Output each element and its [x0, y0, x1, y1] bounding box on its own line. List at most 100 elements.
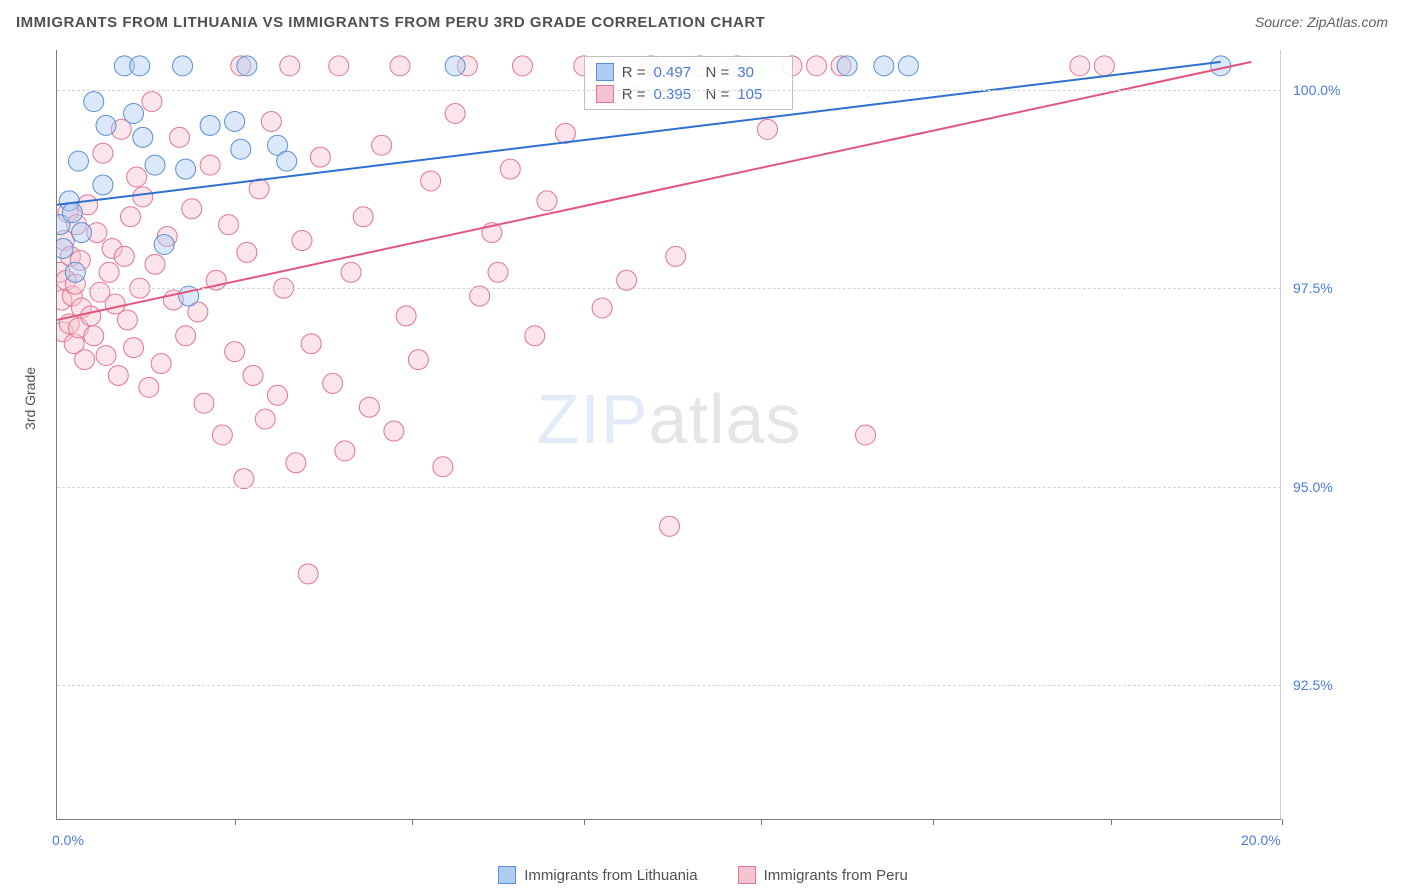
data-point [856, 425, 876, 445]
x-tick [1282, 819, 1283, 825]
x-tick [1111, 819, 1112, 825]
data-point [219, 215, 239, 235]
data-point [212, 425, 232, 445]
data-point [837, 56, 857, 76]
data-point [96, 346, 116, 366]
data-point [445, 56, 465, 76]
data-point [145, 254, 165, 274]
stats-row-lithuania: R = 0.497 N = 30 [593, 61, 785, 83]
stat-r-value-b: 0.395 [654, 86, 698, 103]
swatch-peru [596, 85, 614, 103]
data-point [301, 334, 321, 354]
y-tick-label: 92.5% [1293, 677, 1333, 693]
x-tick [933, 819, 934, 825]
data-point [84, 326, 104, 346]
data-point [280, 56, 300, 76]
x-axis-max-label: 20.0% [1241, 832, 1281, 848]
data-point [133, 187, 153, 207]
data-point [114, 246, 134, 266]
data-point [660, 516, 680, 536]
x-tick [584, 819, 585, 825]
stat-n-value-a: 30 [737, 64, 781, 81]
data-point [200, 115, 220, 135]
data-point [433, 457, 453, 477]
data-point [194, 393, 214, 413]
data-point [139, 377, 159, 397]
chart-title: IMMIGRANTS FROM LITHUANIA VS IMMIGRANTS … [16, 14, 765, 31]
data-point [62, 203, 82, 223]
data-point [525, 326, 545, 346]
stat-r-label-a: R = [622, 64, 646, 81]
stat-r-value-a: 0.497 [654, 64, 698, 81]
data-point [176, 159, 196, 179]
x-tick [412, 819, 413, 825]
data-point [225, 111, 245, 131]
data-point [75, 350, 95, 370]
y-tick-label: 100.0% [1293, 82, 1340, 98]
data-point [898, 56, 918, 76]
data-point [1211, 56, 1231, 76]
legend: Immigrants from Lithuania Immigrants fro… [0, 866, 1406, 884]
stat-n-label-a: N = [706, 64, 730, 81]
data-point [329, 56, 349, 76]
data-point [513, 56, 533, 76]
data-point [65, 262, 85, 282]
data-point [666, 246, 686, 266]
stat-n-value-b: 105 [737, 86, 781, 103]
x-tick [235, 819, 236, 825]
data-point [261, 111, 281, 131]
data-point [237, 242, 257, 262]
data-point [99, 262, 119, 282]
gridline [57, 487, 1281, 488]
data-point [151, 354, 171, 374]
data-point [298, 564, 318, 584]
gridline [57, 90, 1281, 91]
data-point [384, 421, 404, 441]
data-point [84, 92, 104, 112]
data-point [96, 115, 116, 135]
data-point [758, 119, 778, 139]
data-point [408, 350, 428, 370]
data-point [124, 338, 144, 358]
y-tick-label: 95.0% [1293, 479, 1333, 495]
data-point [249, 179, 269, 199]
data-point [243, 365, 263, 385]
data-point [145, 155, 165, 175]
data-point [68, 151, 88, 171]
data-point [1094, 56, 1114, 76]
data-point [182, 199, 202, 219]
stat-n-label-b: N = [706, 86, 730, 103]
data-point [108, 365, 128, 385]
data-point [127, 167, 147, 187]
x-tick [761, 819, 762, 825]
data-point [225, 342, 245, 362]
data-point [57, 238, 73, 258]
data-point [807, 56, 827, 76]
data-point [555, 123, 575, 143]
data-point [277, 151, 297, 171]
plot-area: ZIPatlas R = 0.497 N = 30 R = 0.395 N = … [56, 50, 1281, 820]
data-point [176, 326, 196, 346]
legend-item-lithuania: Immigrants from Lithuania [498, 866, 697, 884]
data-point [268, 385, 288, 405]
data-point [372, 135, 392, 155]
gridline [57, 288, 1281, 289]
legend-swatch-lithuania [498, 866, 516, 884]
data-point [292, 231, 312, 251]
data-point [421, 171, 441, 191]
legend-label-peru: Immigrants from Peru [764, 867, 908, 884]
y-axis-label: 3rd Grade [22, 367, 38, 430]
data-point [592, 298, 612, 318]
data-point [93, 175, 113, 195]
data-point [359, 397, 379, 417]
data-point [93, 143, 113, 163]
data-point [154, 234, 174, 254]
y-tick-label: 97.5% [1293, 280, 1333, 296]
data-point [341, 262, 361, 282]
data-point [537, 191, 557, 211]
data-point [124, 104, 144, 124]
data-point [237, 56, 257, 76]
data-point [488, 262, 508, 282]
gridline [57, 685, 1281, 686]
data-point [390, 56, 410, 76]
